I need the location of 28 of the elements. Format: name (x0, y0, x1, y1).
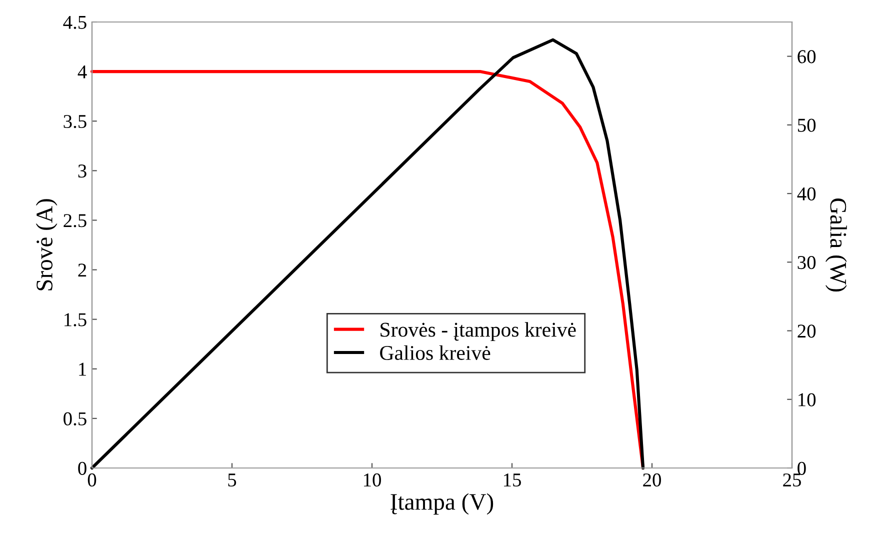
y2-tick-label: 60 (798, 50, 816, 64)
y2-tick-label: 40 (797, 187, 816, 200)
y2-axis-title: Galia (W) (825, 198, 847, 292)
y-tick-label: 2.5 (64, 214, 86, 228)
y-axis-title: Srovė (A) (36, 199, 58, 290)
legend-label: Galios kreivė (380, 345, 490, 360)
x-tick-label: 10 (364, 473, 381, 487)
y2-tick-label: 10 (798, 393, 816, 406)
x-tick-label: 20 (643, 473, 661, 487)
y2-tick-label: 30 (798, 256, 816, 270)
x-axis-title: Įtampa (V) (390, 493, 494, 515)
y2-tick-label: 0 (798, 462, 806, 475)
x-tick-label: 25 (783, 473, 801, 487)
y-tick-label: 4 (78, 66, 87, 78)
y-tick-label: 3 (78, 164, 86, 178)
x-tick-label: 5 (228, 474, 236, 487)
y2-tick-label: 50 (798, 118, 816, 132)
y-tick-label: 1.5 (64, 313, 86, 326)
legend-label: Srovės - įtampos kreivė (380, 322, 576, 342)
y-tick-label: 0.5 (64, 412, 86, 426)
y-tick-label: 0 (78, 462, 86, 475)
x-tick-label: 0 (88, 473, 96, 487)
y2-tick-label: 20 (798, 324, 816, 338)
y-tick-label: 2 (78, 264, 86, 277)
y-tick-label: 4.5 (63, 16, 86, 30)
x-tick-label: 15 (504, 474, 521, 487)
y-tick-label: 3.5 (64, 114, 86, 128)
y-tick-label: 1 (79, 362, 86, 376)
